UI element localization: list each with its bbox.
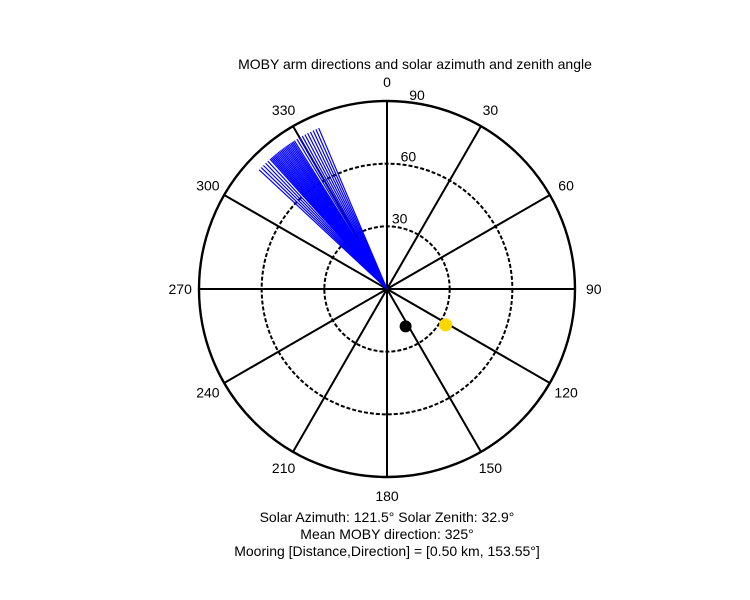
angle-tick-label: 300	[196, 178, 220, 194]
angle-tick-label: 150	[479, 460, 503, 476]
angle-tick-label: 90	[586, 281, 602, 297]
markers	[399, 318, 453, 333]
angle-tick-label: 0	[383, 74, 391, 90]
radial-tick-label: 90	[409, 87, 425, 103]
caption-solar: Solar Azimuth: 121.5° Solar Zenith: 32.9…	[260, 509, 515, 525]
angle-tick-label: 30	[483, 102, 499, 118]
angle-tick-label: 180	[375, 488, 399, 504]
caption-mooring: Mooring [Distance,Direction] = [0.50 km,…	[234, 543, 540, 559]
angle-tick-label: 120	[554, 384, 578, 400]
angle-tick-label: 210	[272, 460, 296, 476]
polar-grid	[197, 99, 577, 479]
moby-arm-line	[318, 127, 388, 290]
angle-tick-label: 60	[558, 178, 574, 194]
captions: Solar Azimuth: 121.5° Solar Zenith: 32.9…	[234, 509, 540, 559]
radial-tick-label: 60	[401, 149, 417, 165]
chart-title: MOBY arm directions and solar azimuth an…	[238, 56, 592, 72]
sun-marker	[439, 318, 453, 332]
caption-mean: Mean MOBY direction: 325°	[300, 526, 473, 542]
mooring-marker	[399, 320, 412, 333]
angle-tick-label: 240	[196, 384, 220, 400]
moby-arm-line	[284, 146, 388, 290]
angle-tick-label: 330	[272, 102, 296, 118]
angle-tick-label: 270	[169, 281, 193, 297]
radial-tick-label: 30	[392, 210, 408, 226]
tick-labels: 0 30 60 90 120 150 180 210 240 270 300 330 30 60 90	[169, 74, 602, 504]
moby-arm-lines	[258, 127, 388, 290]
